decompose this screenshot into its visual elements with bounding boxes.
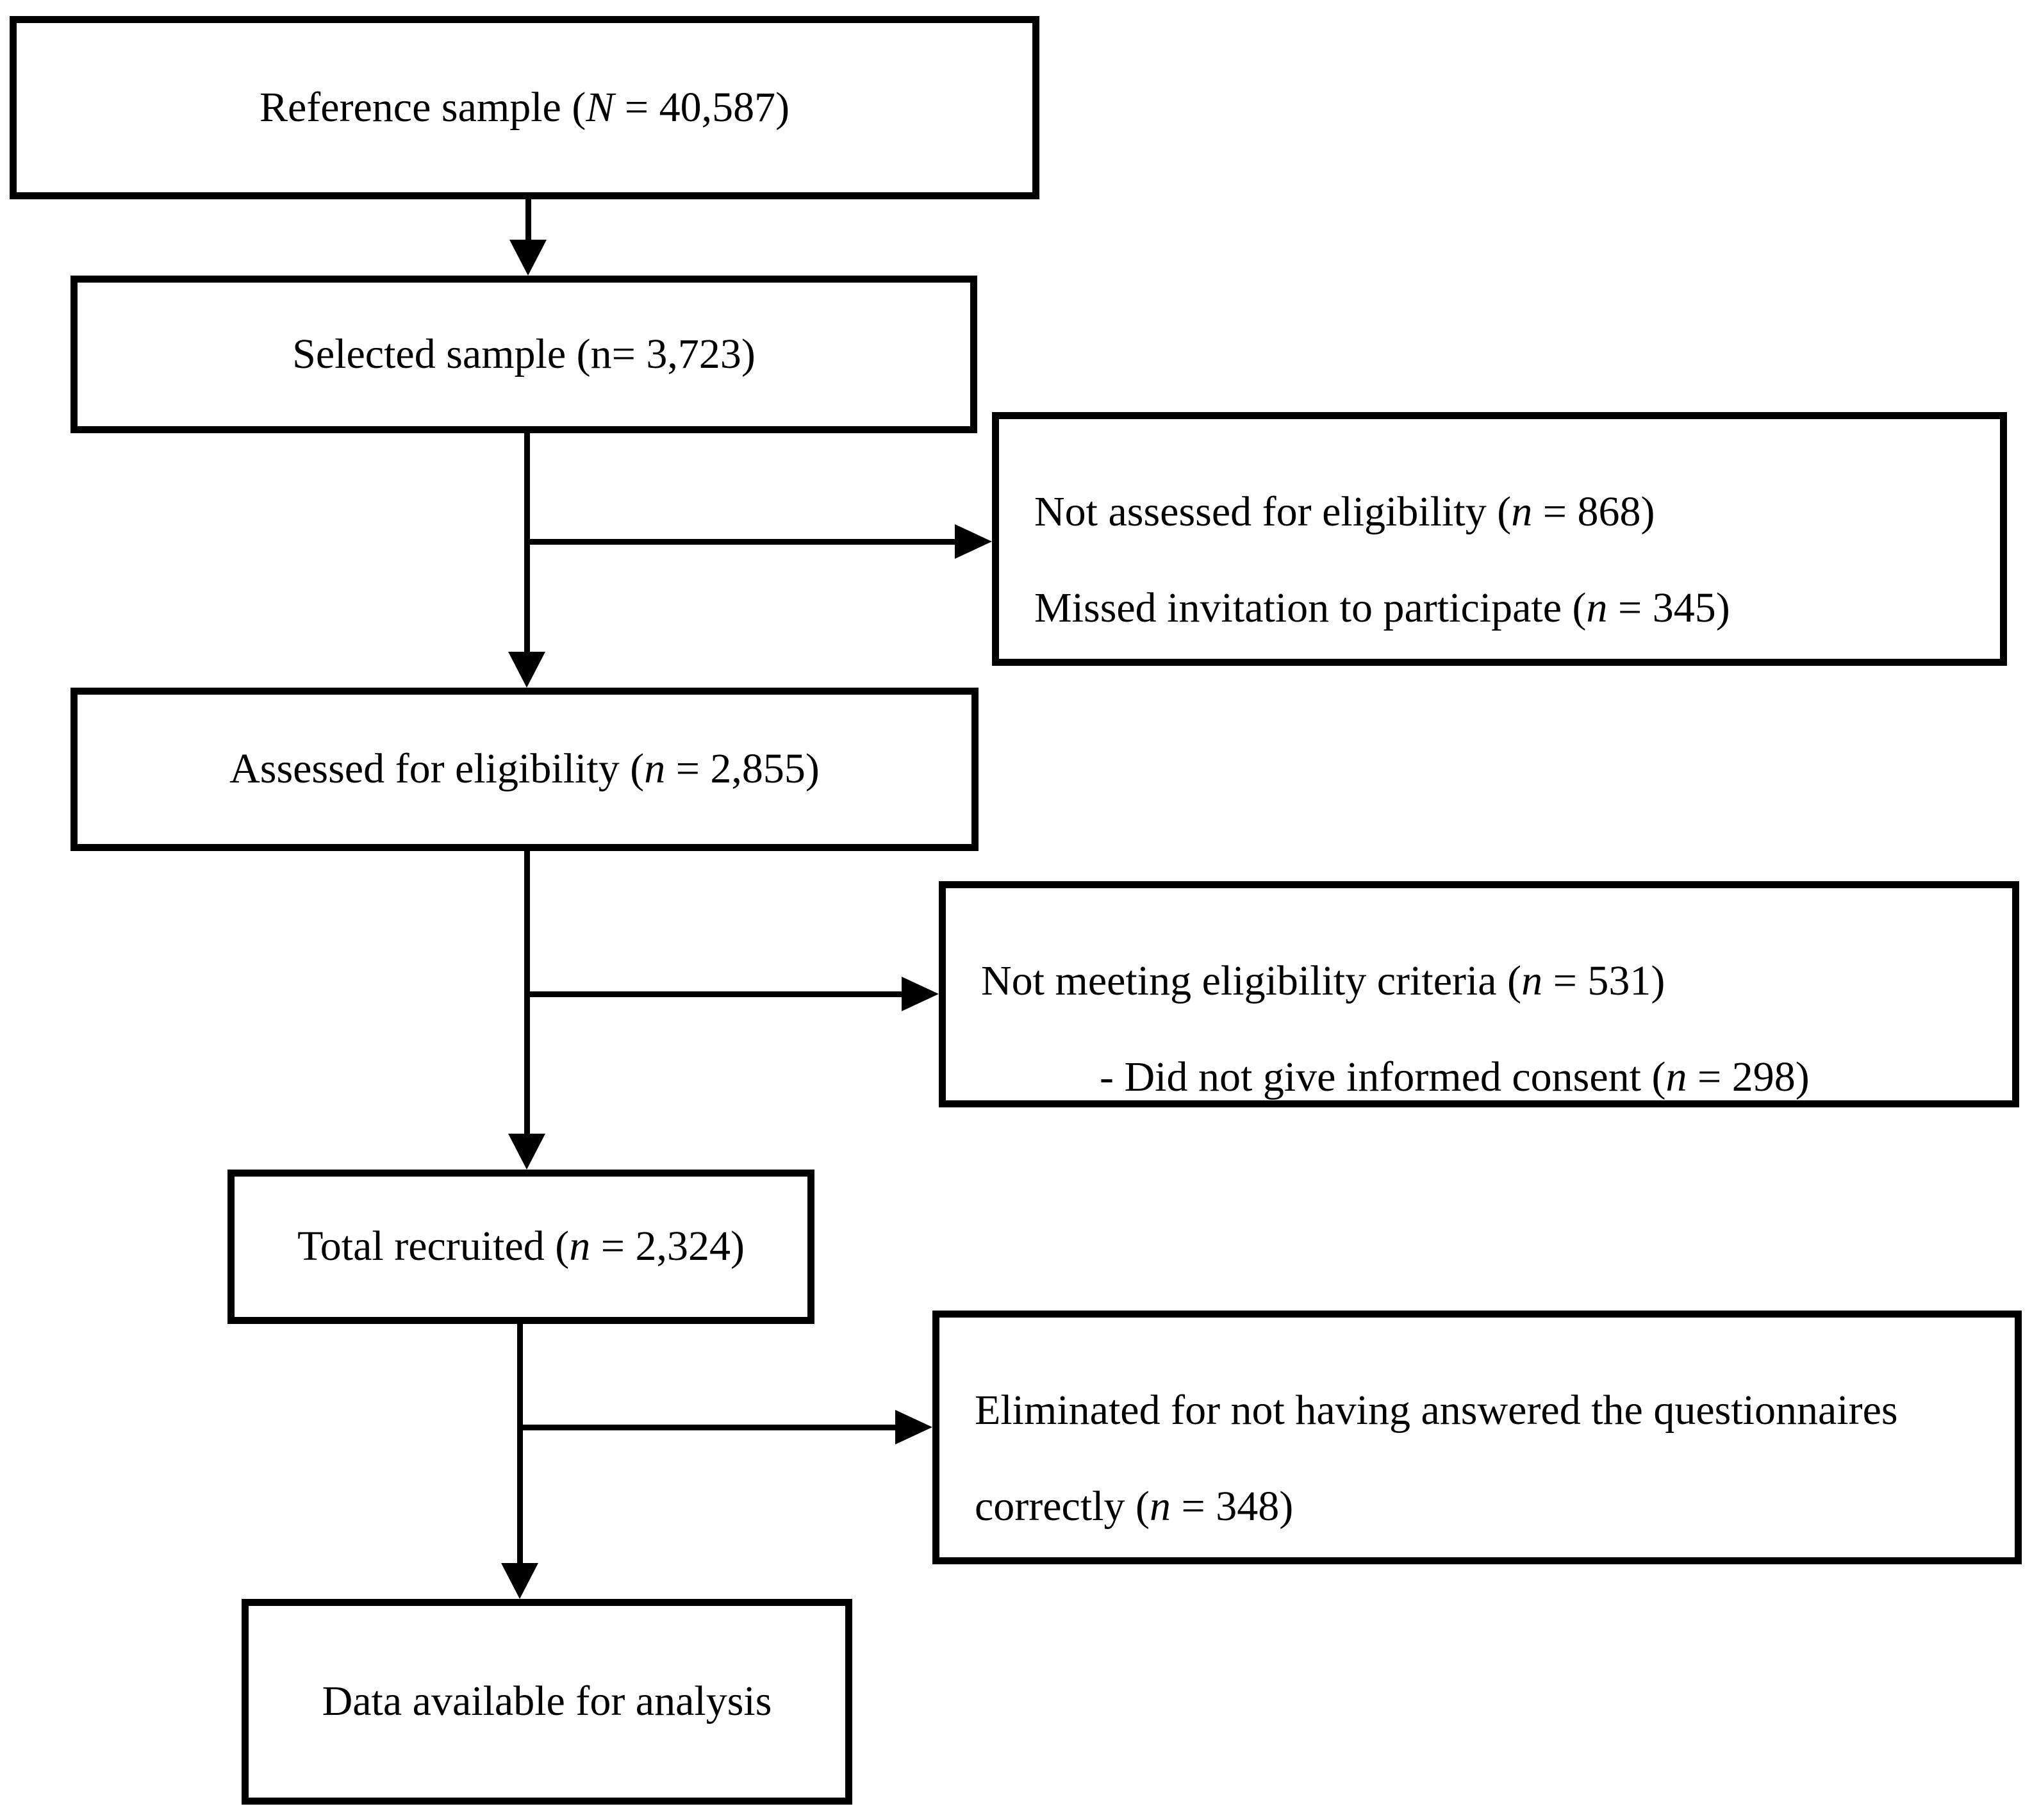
box-assessed-for-eligibility: Assessed for eligibility (n = 2,855) bbox=[70, 688, 979, 851]
box-data-available-label: Data available for analysis bbox=[322, 1678, 772, 1725]
side-box-not-meeting-criteria-line-1: Not meeting eligibility criteria (n = 53… bbox=[981, 957, 1665, 1004]
arrow-recruited-to-data-line bbox=[517, 1323, 523, 1567]
side-box-not-assessed-line-2: Missed invitation to participate (n = 34… bbox=[1034, 584, 1730, 631]
side-box-not-assessed: Not assessed for eligibility (n = 868) M… bbox=[992, 412, 2007, 666]
branch-to-not-assessed-head-icon bbox=[955, 524, 992, 559]
side-box-eliminated-line-2: correctly (n = 348) bbox=[975, 1483, 1294, 1530]
side-box-eliminated-line-1: Eliminated for not having answered the q… bbox=[975, 1387, 1898, 1434]
arrow-reference-to-selected-head-icon bbox=[509, 240, 547, 276]
branch-to-not-meeting-line bbox=[524, 991, 904, 997]
branch-to-not-meeting-head-icon bbox=[902, 977, 939, 1011]
arrow-recruited-to-data-head-icon bbox=[501, 1563, 538, 1599]
arrow-reference-to-selected-line bbox=[525, 199, 531, 254]
branch-to-eliminated-line bbox=[517, 1425, 898, 1430]
side-box-not-meeting-criteria-line-2: - Did not give informed consent (n = 298… bbox=[1100, 1054, 1810, 1100]
branch-to-not-assessed-line bbox=[524, 539, 957, 545]
box-assessed-for-eligibility-label: Assessed for eligibility (n = 2,855) bbox=[229, 745, 820, 793]
branch-to-eliminated-head-icon bbox=[895, 1410, 932, 1444]
side-box-not-meeting-criteria: Not meeting eligibility criteria (n = 53… bbox=[939, 881, 2019, 1107]
arrow-selected-to-assessed-head-icon bbox=[508, 652, 545, 688]
box-total-recruited: Total recruited (n = 2,324) bbox=[227, 1170, 814, 1324]
box-data-available: Data available for analysis bbox=[242, 1599, 852, 1805]
arrow-assessed-to-recruited-head-icon bbox=[508, 1134, 545, 1170]
box-selected-sample-label: Selected sample (n= 3,723) bbox=[292, 330, 756, 377]
box-reference-sample: Reference sample (N = 40,587) bbox=[10, 16, 1039, 199]
box-selected-sample: Selected sample (n= 3,723) bbox=[70, 276, 977, 433]
box-reference-sample-label: Reference sample (N = 40,587) bbox=[259, 83, 790, 131]
box-total-recruited-label: Total recruited (n = 2,324) bbox=[297, 1223, 745, 1270]
side-box-not-assessed-line-1: Not assessed for eligibility (n = 868) bbox=[1034, 488, 1655, 535]
side-box-eliminated: Eliminated for not having answered the q… bbox=[932, 1311, 2022, 1564]
